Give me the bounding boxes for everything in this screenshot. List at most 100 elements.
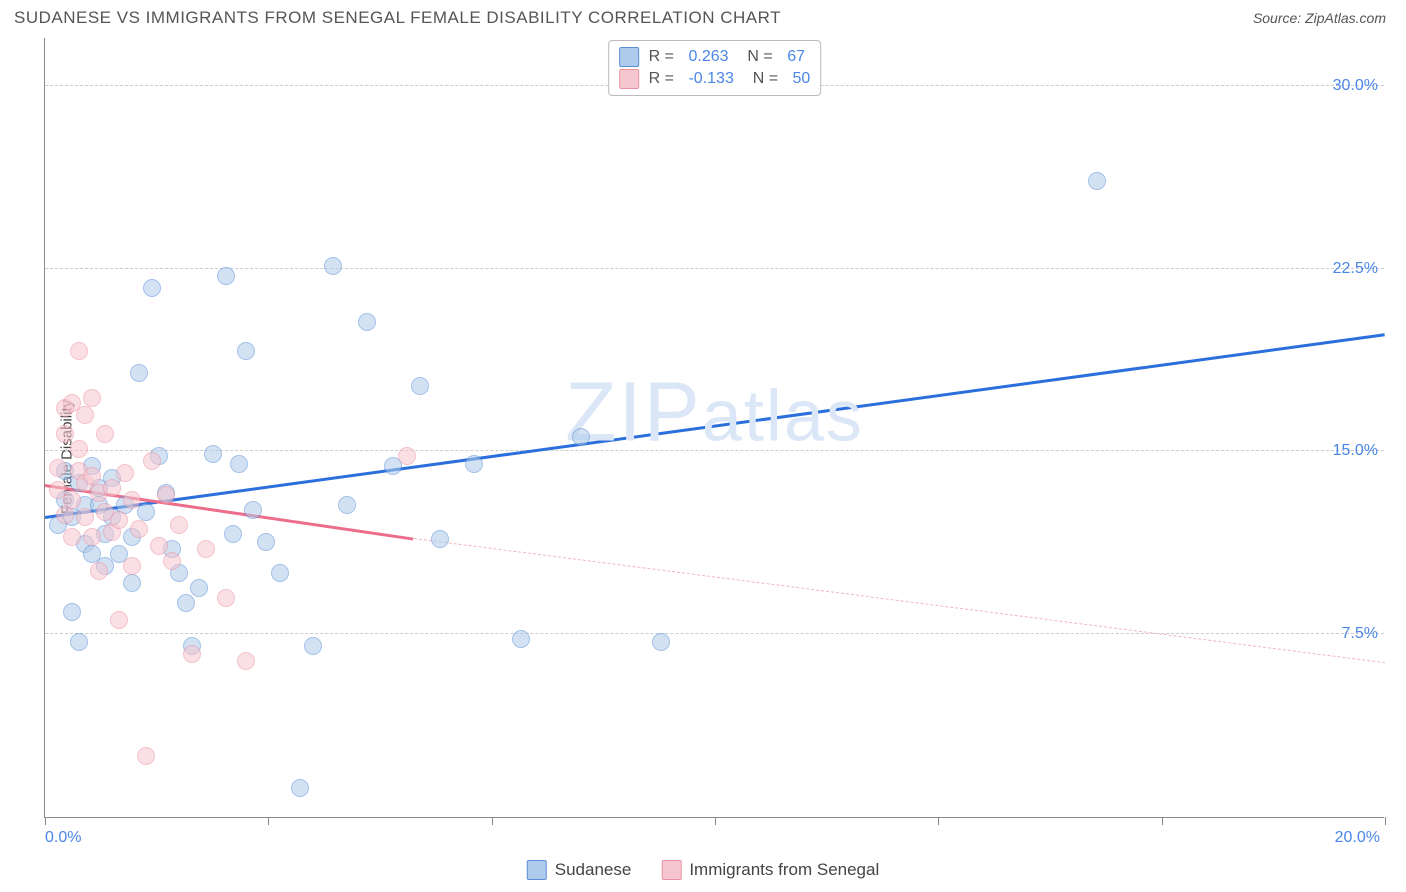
scatter-point <box>230 455 248 473</box>
chart-area: Female Disability ZIPatlas R = 0.263 N =… <box>0 32 1406 882</box>
scatter-point <box>257 533 275 551</box>
plot-region: ZIPatlas R = 0.263 N = 67R = -0.133 N = … <box>44 38 1384 818</box>
x-tick <box>45 817 46 825</box>
scatter-point <box>217 267 235 285</box>
scatter-point <box>157 486 175 504</box>
series-name: Immigrants from Senegal <box>689 860 879 880</box>
scatter-point <box>110 511 128 529</box>
scatter-point <box>244 501 262 519</box>
series-name: Sudanese <box>555 860 632 880</box>
gridline <box>45 268 1384 269</box>
scatter-point <box>137 747 155 765</box>
correlation-legend: R = 0.263 N = 67R = -0.133 N = 50 <box>608 40 822 96</box>
scatter-point <box>90 562 108 580</box>
stat-r-label: R = <box>649 48 679 66</box>
scatter-point <box>163 552 181 570</box>
scatter-point <box>271 564 289 582</box>
x-tick <box>492 817 493 825</box>
legend-swatch <box>619 47 639 67</box>
x-tick-label: 0.0% <box>45 829 81 847</box>
source-link[interactable]: ZipAtlas.com <box>1305 10 1386 26</box>
scatter-point <box>49 459 67 477</box>
legend-row: R = -0.133 N = 50 <box>619 69 811 89</box>
y-tick-label: 22.5% <box>1333 260 1378 278</box>
series-legend: Sudanese Immigrants from Senegal <box>527 860 879 880</box>
scatter-point <box>83 467 101 485</box>
scatter-point <box>103 479 121 497</box>
scatter-point <box>572 428 590 446</box>
scatter-point <box>237 652 255 670</box>
scatter-point <box>150 537 168 555</box>
trend-line <box>45 333 1385 519</box>
series-legend-item: Immigrants from Senegal <box>661 860 879 880</box>
source-prefix: Source: <box>1253 10 1305 26</box>
scatter-point <box>217 589 235 607</box>
scatter-point <box>70 342 88 360</box>
x-tick <box>715 817 716 825</box>
x-tick <box>1385 817 1386 825</box>
scatter-point <box>130 364 148 382</box>
scatter-point <box>76 508 94 526</box>
stat-r-label: R = <box>649 70 679 88</box>
scatter-point <box>137 503 155 521</box>
x-tick <box>938 817 939 825</box>
scatter-point <box>143 279 161 297</box>
scatter-point <box>123 491 141 509</box>
scatter-point <box>224 525 242 543</box>
scatter-point <box>652 633 670 651</box>
scatter-point <box>70 440 88 458</box>
scatter-point <box>70 633 88 651</box>
scatter-point <box>411 377 429 395</box>
chart-title: SUDANESE VS IMMIGRANTS FROM SENEGAL FEMA… <box>14 8 781 28</box>
scatter-point <box>96 425 114 443</box>
scatter-point <box>197 540 215 558</box>
scatter-point <box>83 528 101 546</box>
trend-line <box>413 538 1385 663</box>
source-label: Source: ZipAtlas.com <box>1253 10 1386 26</box>
scatter-point <box>177 594 195 612</box>
scatter-point <box>1088 172 1106 190</box>
legend-swatch <box>619 69 639 89</box>
x-tick-label: 20.0% <box>1335 829 1380 847</box>
legend-swatch <box>527 860 547 880</box>
gridline <box>45 633 1384 634</box>
y-tick-label: 15.0% <box>1333 442 1378 460</box>
scatter-point <box>183 645 201 663</box>
scatter-point <box>237 342 255 360</box>
legend-row: R = 0.263 N = 67 <box>619 47 811 67</box>
scatter-point <box>324 257 342 275</box>
series-legend-item: Sudanese <box>527 860 632 880</box>
scatter-point <box>56 425 74 443</box>
stat-n-value: 50 <box>793 70 811 88</box>
scatter-point <box>63 603 81 621</box>
scatter-point <box>116 464 134 482</box>
scatter-point <box>398 447 416 465</box>
x-tick <box>268 817 269 825</box>
scatter-point <box>512 630 530 648</box>
scatter-point <box>76 406 94 424</box>
scatter-point <box>431 530 449 548</box>
scatter-point <box>338 496 356 514</box>
stat-n-label: N = <box>744 70 783 88</box>
scatter-point <box>304 637 322 655</box>
stat-r-value: 0.263 <box>688 48 728 66</box>
legend-swatch <box>661 860 681 880</box>
scatter-point <box>123 574 141 592</box>
scatter-point <box>83 389 101 407</box>
scatter-point <box>130 520 148 538</box>
y-tick-label: 7.5% <box>1342 625 1378 643</box>
stat-n-label: N = <box>739 48 778 66</box>
scatter-point <box>291 779 309 797</box>
scatter-point <box>123 557 141 575</box>
scatter-point <box>63 491 81 509</box>
stat-n-value: 67 <box>787 48 805 66</box>
scatter-point <box>110 611 128 629</box>
scatter-point <box>358 313 376 331</box>
scatter-point <box>170 516 188 534</box>
scatter-point <box>204 445 222 463</box>
gridline <box>45 450 1384 451</box>
scatter-point <box>190 579 208 597</box>
scatter-point <box>63 528 81 546</box>
x-tick <box>1162 817 1163 825</box>
y-tick-label: 30.0% <box>1333 77 1378 95</box>
